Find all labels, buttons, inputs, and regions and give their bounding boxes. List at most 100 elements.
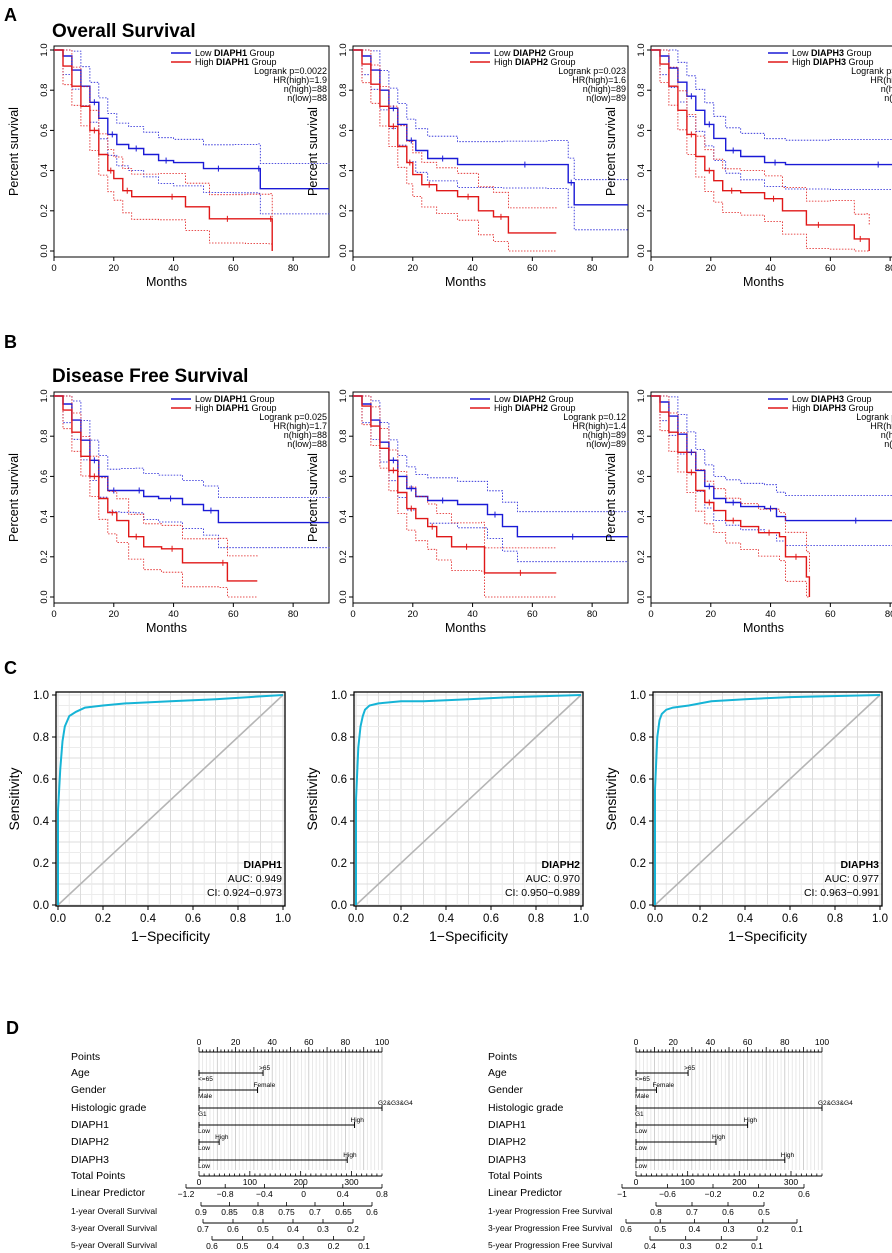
x-tick-label: 60 xyxy=(825,263,836,274)
legend-high-label: High DIAPH3 Group xyxy=(792,403,874,413)
row-label: Age xyxy=(488,1067,507,1079)
plot-frame xyxy=(53,45,330,258)
grade-level-low: G1 xyxy=(198,1111,207,1118)
row-label: Histologic grade xyxy=(71,1102,146,1114)
y-tick-label: 0.0 xyxy=(636,590,647,603)
diaph3-level-low: Low xyxy=(198,1163,210,1170)
y-tick-label: 1.0 xyxy=(636,389,647,402)
points-tick-label: 80 xyxy=(780,1037,790,1047)
high-lower-ci-line xyxy=(651,49,870,252)
legend-high-suffix: Group xyxy=(249,57,277,67)
km-plot-os-diaph1: 0.0 0.2 0.4 0.6 0.8 1.0 0 20 40 60 80 Months Percent… xyxy=(7,43,330,289)
x-tick-label: 20 xyxy=(705,263,716,274)
legend-high-prefix: High xyxy=(494,403,515,413)
row-label: 5-year Overall Survival xyxy=(71,1240,157,1250)
y-tick-label: 1.0 xyxy=(33,690,49,702)
row-label: DIAPH3 xyxy=(71,1154,109,1166)
surv5-tick-label: 0.2 xyxy=(715,1241,727,1251)
diaph1-level-low: Low xyxy=(635,1128,647,1135)
y-axis-label: Percent survival xyxy=(7,453,21,542)
points-tick-label: 60 xyxy=(743,1037,753,1047)
km-stat-text: n(low)=89 xyxy=(884,439,892,449)
points-tick-label: 100 xyxy=(375,1037,389,1047)
low-upper-ci-line xyxy=(353,49,629,181)
legend-low-gene: DIAPH3 xyxy=(811,394,844,404)
surv5-tick-label: 0.3 xyxy=(680,1241,692,1251)
low-survival-curve xyxy=(54,49,329,190)
points-tick-label: 0 xyxy=(197,1037,202,1047)
plot-frame xyxy=(652,691,883,907)
x-tick-label: 80 xyxy=(587,263,598,274)
surv3-tick-label: 0.2 xyxy=(757,1224,769,1234)
x-tick-label: 0 xyxy=(350,263,355,274)
high-lower-ci-line xyxy=(54,49,273,251)
y-axis-label: Percent survival xyxy=(7,107,21,196)
legend-low-prefix: Low xyxy=(195,48,214,58)
legend-high-suffix: Group xyxy=(846,403,874,413)
surv3-tick-label: 0.6 xyxy=(227,1224,239,1234)
x-axis-label: 1−Specificity xyxy=(429,928,508,944)
x-tick-label: 40 xyxy=(765,609,776,620)
legend-low-gene: DIAPH3 xyxy=(811,48,844,58)
x-tick-label: 0.0 xyxy=(647,913,663,925)
x-axis-label: Months xyxy=(445,275,486,289)
legend-high-gene: DIAPH3 xyxy=(813,403,846,413)
surv5-tick-label: 0.3 xyxy=(297,1241,309,1251)
surv1-tick-label: 0.7 xyxy=(686,1207,698,1217)
legend-high-gene: DIAPH2 xyxy=(515,57,548,67)
legend-low-suffix: Group xyxy=(546,394,574,404)
diaph2-level-low: Low xyxy=(635,1145,647,1152)
y-tick-label: 0.4 xyxy=(39,510,50,523)
legend-low-gene: DIAPH1 xyxy=(214,48,247,58)
km-stat-text: HR(high)=1.6 xyxy=(870,421,892,431)
row-label: Histologic grade xyxy=(488,1102,563,1114)
y-tick-label: 0.8 xyxy=(338,430,349,443)
roc-gene-label: DIAPH2 xyxy=(541,859,580,871)
row-label: 3-year Progression Free Survival xyxy=(488,1223,612,1233)
x-tick-label: 40 xyxy=(467,263,478,274)
roc-gene-label: DIAPH3 xyxy=(840,859,879,871)
diaph2-level-low: Low xyxy=(198,1145,210,1152)
y-tick-label: 0.8 xyxy=(39,84,50,97)
surv5-tick-label: 0.1 xyxy=(358,1241,370,1251)
surv1-tick-label: 0.5 xyxy=(758,1207,770,1217)
roc-plot-diaph1: 0.00.0 0.2 0.2 0.4 0.4 0.6 0.6 0.8 0.8 1.0 1.0 1−Sp… xyxy=(6,690,291,944)
legend-low-label: Low DIAPH2 Group xyxy=(494,394,574,404)
km-stat-text: n(high)=89 xyxy=(583,84,626,94)
high-upper-ci-line xyxy=(353,395,557,549)
diaph2-level-high: High xyxy=(712,1134,726,1141)
x-axis-label: 1−Specificity xyxy=(728,928,807,944)
y-tick-label: 0.4 xyxy=(338,164,349,177)
y-tick-label: 0.8 xyxy=(636,430,647,443)
roc-auc-text: AUC: 0.970 xyxy=(526,873,580,885)
points-tick-label: 20 xyxy=(668,1037,678,1047)
low-lower-ci-line xyxy=(353,49,629,231)
linear_ticks-tick-label: −1 xyxy=(617,1189,627,1199)
legend-high-prefix: High xyxy=(494,57,515,67)
linear_ticks-tick-label: −0.2 xyxy=(705,1189,722,1199)
km-stat-text: Logrank p=0.12 xyxy=(563,412,626,422)
y-tick-label: 0.2 xyxy=(39,204,50,217)
x-tick-label: 0 xyxy=(648,609,653,620)
diaph3-level-high: High xyxy=(781,1152,795,1159)
row-label: DIAPH2 xyxy=(488,1136,526,1148)
y-tick-label: 0.4 xyxy=(636,164,647,177)
y-tick-label: 0.6 xyxy=(630,774,646,786)
x-axis-label: Months xyxy=(445,621,486,635)
panel-label-c: C xyxy=(4,658,17,678)
y-tick-label: 0.4 xyxy=(630,816,647,828)
y-tick-label: 0.2 xyxy=(39,550,50,563)
linear_ticks-tick-label: −1.2 xyxy=(178,1189,195,1199)
legend-low-gene: DIAPH1 xyxy=(214,394,247,404)
high-survival-curve xyxy=(54,49,273,251)
grade-level-high: G2&G3&G4 xyxy=(378,1100,413,1107)
legend-low-suffix: Group xyxy=(247,394,275,404)
surv1-tick-label: 0.85 xyxy=(221,1207,238,1217)
y-tick-label: 0.2 xyxy=(338,550,349,563)
linear_ticks-tick-label: 0 xyxy=(301,1189,306,1199)
km-stat-text: HR(high)=1.7 xyxy=(273,421,327,431)
x-tick-label: 80 xyxy=(288,263,299,274)
y-axis-label: Sensitivity xyxy=(603,767,619,830)
roc-plots: 0.00.00.20.20.40.40.60.60.80.81.01.01−Sp… xyxy=(6,690,888,944)
row-label: Points xyxy=(71,1051,100,1063)
